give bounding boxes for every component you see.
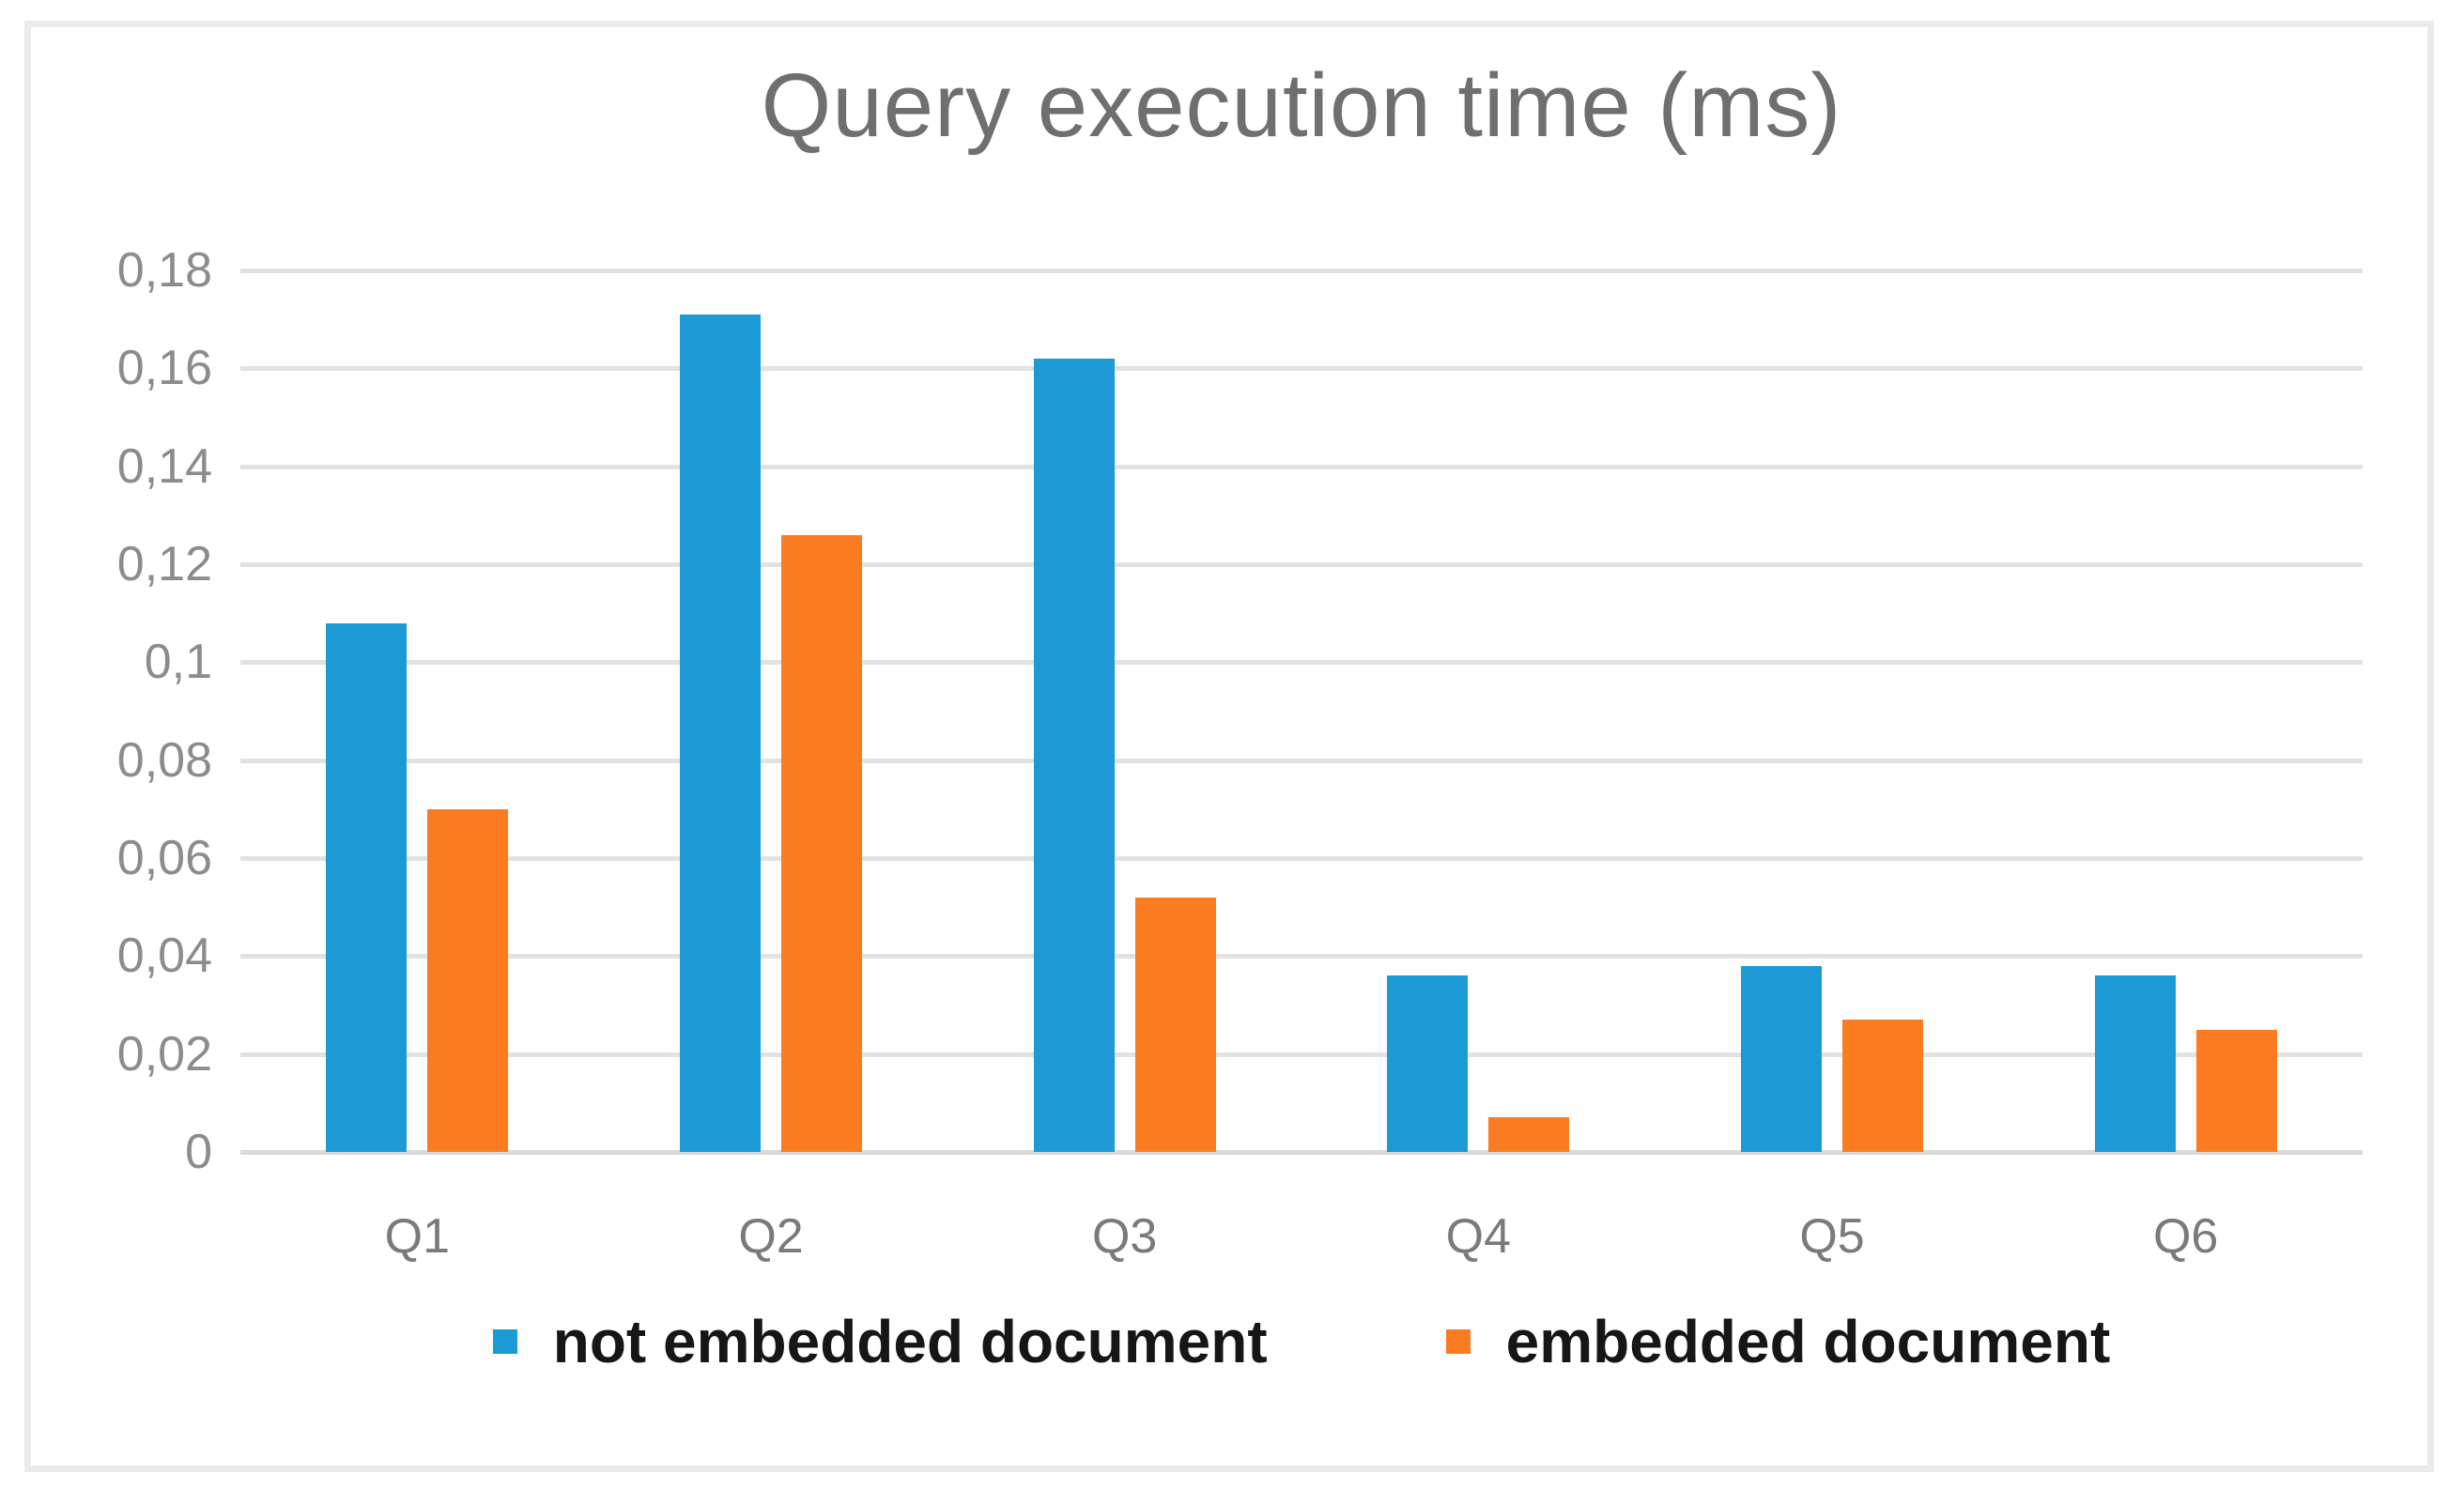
gridline-0-12	[240, 562, 2363, 567]
gridline-0-18	[240, 269, 2363, 273]
y-tick-label-0-16: 0,16	[116, 341, 212, 396]
y-tick-label-0-12: 0,12	[116, 537, 212, 591]
bar-not-embedded-document-q6	[2094, 975, 2176, 1152]
bar-embedded-document-q4	[1488, 1117, 1570, 1152]
y-tick-label-0-14: 0,14	[116, 438, 212, 494]
legend-marker-embedded-document-icon	[1445, 1329, 1471, 1354]
gridline-0	[240, 1150, 2363, 1155]
bar-embedded-document-q5	[1842, 1020, 1923, 1152]
chart-title: Query execution time (ms)	[761, 55, 1842, 156]
legend-label-embedded-document: embedded document	[1505, 1308, 2111, 1375]
bar-not-embedded-document-q3	[1033, 358, 1115, 1152]
gridline-0-16	[240, 366, 2363, 372]
x-tick-label-q5: Q5	[1799, 1209, 1865, 1264]
bar-not-embedded-document-q4	[1387, 975, 1469, 1152]
gridline-0-02	[240, 1052, 2363, 1057]
y-tick-label-0-1: 0,1	[144, 635, 212, 690]
x-tick-label-q2: Q2	[738, 1209, 804, 1264]
x-tick-label-q3: Q3	[1091, 1209, 1158, 1264]
legend-label-not-embedded-document: not embedded document	[552, 1308, 1268, 1375]
bar-embedded-document-q2	[781, 534, 862, 1152]
legend-marker-not-embedded-document-icon	[492, 1329, 517, 1354]
y-tick-label-0-02: 0,02	[116, 1026, 212, 1082]
gridline-0-14	[240, 464, 2363, 469]
chart-frame	[24, 21, 2434, 1472]
bar-not-embedded-document-q1	[326, 622, 408, 1152]
legend: not embedded document embedded document	[240, 1307, 2363, 1376]
y-tick-label-0-06: 0,06	[116, 831, 212, 885]
legend-item-embedded-document: embedded document	[1445, 1307, 2111, 1376]
y-tick-label-0-18: 0,18	[116, 243, 212, 298]
gridline-0-08	[240, 758, 2363, 763]
bar-embedded-document-q3	[1134, 897, 1216, 1152]
legend-item-not-embedded-document: not embedded document	[492, 1307, 1268, 1376]
bar-not-embedded-document-q5	[1741, 965, 1822, 1152]
y-tick-label-0-04: 0,04	[116, 929, 212, 984]
x-tick-label-q6: Q6	[2152, 1209, 2219, 1264]
bar-embedded-document-q6	[2195, 1029, 2277, 1152]
bar-embedded-document-q1	[427, 808, 509, 1152]
x-tick-label-q4: Q4	[1445, 1209, 1512, 1264]
gridline-0-06	[240, 856, 2363, 861]
y-tick-label-0: 0	[185, 1125, 212, 1179]
bar-not-embedded-document-q2	[680, 314, 761, 1152]
x-tick-label-q1: Q1	[384, 1209, 451, 1264]
gridline-0-1	[240, 660, 2363, 666]
y-tick-label-0-08: 0,08	[116, 732, 212, 788]
gridline-0-04	[240, 954, 2363, 959]
